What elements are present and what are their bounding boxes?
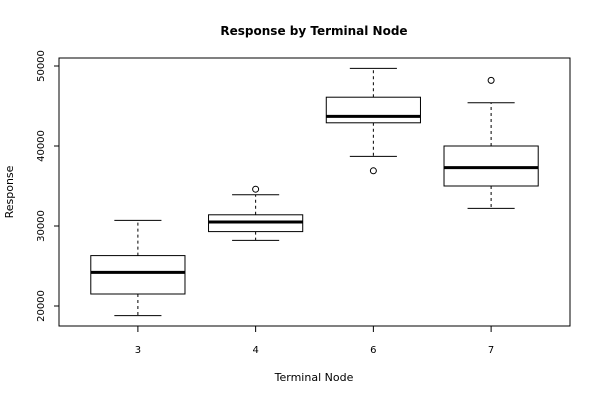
iqr-box xyxy=(443,145,539,187)
iqr-box xyxy=(325,96,421,124)
box-group xyxy=(208,185,304,241)
x-tick-label: 4 xyxy=(252,345,258,356)
box-series xyxy=(90,67,539,317)
chart-title: Response by Terminal Node xyxy=(220,24,407,38)
box-group xyxy=(90,219,186,317)
outlier-point xyxy=(369,167,377,175)
y-axis-ticks: 20000 30000 40000 50000 xyxy=(36,50,59,322)
iqr-box xyxy=(90,255,186,295)
y-tick-label: 50000 xyxy=(36,50,47,82)
x-tick-label: 6 xyxy=(370,345,376,356)
outlier-point xyxy=(252,185,260,193)
box-group xyxy=(443,76,539,209)
y-tick-label: 30000 xyxy=(36,210,47,242)
outlier-point xyxy=(487,76,495,84)
box-group xyxy=(325,67,421,175)
x-axis-title: Terminal Node xyxy=(274,371,354,384)
y-tick-label: 40000 xyxy=(36,130,47,162)
x-tick-label: 3 xyxy=(135,345,141,356)
y-axis-title: Response xyxy=(3,165,16,218)
x-axis-ticks: 3 4 6 7 xyxy=(135,326,494,356)
y-tick-label: 20000 xyxy=(36,290,47,322)
x-tick-label: 7 xyxy=(488,345,494,356)
